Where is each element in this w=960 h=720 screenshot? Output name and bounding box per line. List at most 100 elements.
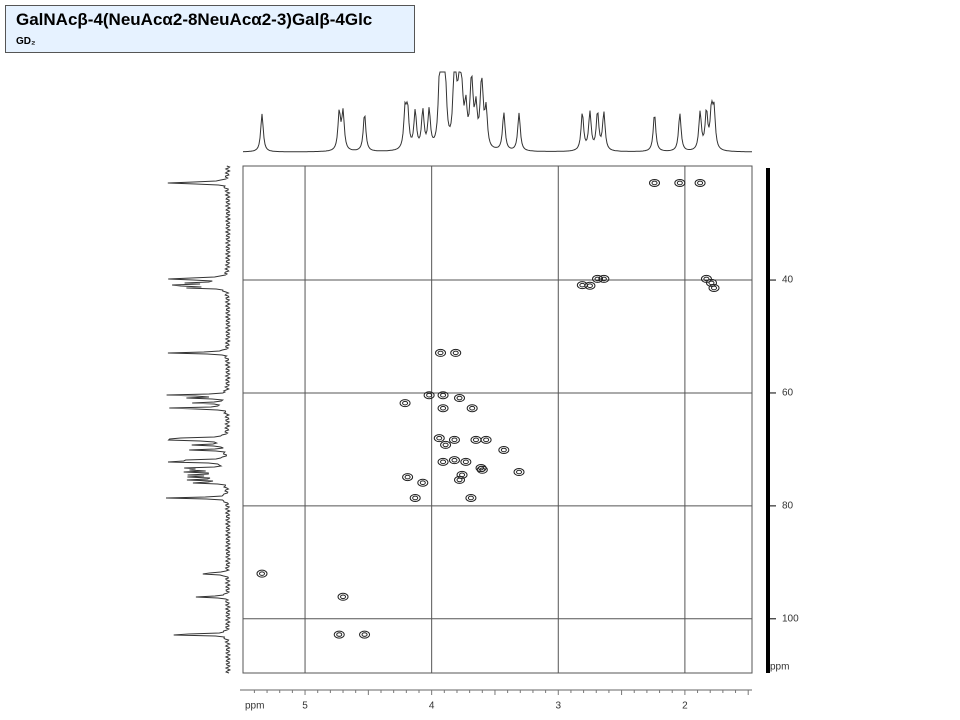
contour-inner	[452, 350, 459, 356]
contour-outer	[498, 445, 510, 454]
contour-outer	[409, 493, 421, 502]
contour-outer	[480, 435, 492, 444]
contour-outer	[456, 470, 468, 479]
cross-peak	[402, 473, 414, 482]
contour-outer	[437, 404, 449, 413]
contour-outer	[417, 478, 429, 487]
contour-inner	[697, 180, 704, 186]
cross-peak	[448, 435, 460, 444]
contour-outer	[433, 434, 445, 443]
contour-outer	[333, 630, 345, 639]
contour-outer	[402, 473, 414, 482]
contour-outer	[598, 274, 610, 283]
contour-inner	[442, 442, 449, 448]
top-projection	[242, 71, 752, 153]
contour-inner	[440, 459, 447, 465]
cross-peak	[333, 630, 345, 639]
cross-peak	[437, 404, 449, 413]
contour-outer	[584, 281, 596, 290]
contour-inner	[472, 437, 479, 443]
cross-peak	[460, 457, 472, 466]
contour-outer	[708, 283, 720, 292]
contour-outer	[399, 399, 411, 408]
contour-inner	[703, 276, 710, 282]
contour-outer	[450, 348, 462, 357]
contour-inner	[340, 594, 347, 600]
cross-peak	[476, 465, 488, 474]
contour-inner	[500, 447, 507, 453]
contour-inner	[404, 474, 411, 480]
contour-inner	[467, 495, 474, 501]
contour-outer	[465, 493, 477, 502]
cross-peak	[359, 630, 371, 639]
cross-peak	[454, 475, 466, 484]
y-tick-label: 40	[782, 275, 794, 286]
contour-inner	[711, 285, 718, 291]
contour-inner	[412, 495, 419, 501]
cross-peak	[466, 404, 478, 413]
contour-outer	[435, 348, 447, 357]
contour-outer	[437, 391, 449, 400]
cross-peak	[465, 493, 477, 502]
cross-peak	[592, 274, 604, 283]
contour-outer	[694, 178, 706, 187]
cross-peak	[437, 457, 449, 466]
y-tick-label: 100	[782, 613, 799, 624]
contour-inner	[651, 180, 658, 186]
contour-outer	[423, 391, 435, 400]
contour-inner	[419, 480, 426, 486]
contour-inner	[451, 457, 458, 463]
contour-inner	[361, 632, 368, 637]
cross-peak	[399, 399, 411, 408]
contour-outer	[448, 456, 460, 465]
cross-peak	[456, 470, 468, 479]
cross-peak	[337, 592, 349, 601]
contour-inner	[676, 180, 683, 186]
contour-inner	[516, 469, 523, 475]
x-tick-label: 3	[555, 701, 561, 712]
contour-outer	[454, 475, 466, 484]
chart-subtitle: GD₂	[16, 36, 36, 47]
contour-inner	[456, 477, 463, 483]
contour-inner	[451, 437, 458, 443]
cross-peak	[649, 178, 661, 187]
y-tick-label: 80	[782, 501, 794, 512]
cross-peak	[498, 445, 510, 454]
contour-outer	[705, 278, 717, 287]
cross-peak	[440, 440, 452, 449]
cross-peak	[423, 391, 435, 400]
contour-outer	[448, 435, 460, 444]
contour-outer	[256, 569, 268, 578]
cross-peak	[584, 281, 596, 290]
contour-inner	[600, 276, 607, 282]
cross-peak	[417, 478, 429, 487]
contour-inner	[479, 467, 486, 473]
cross-peak	[694, 178, 706, 187]
cross-peak	[598, 274, 610, 283]
contour-inner	[402, 400, 409, 406]
contour-inner	[258, 571, 265, 576]
contour-outer	[476, 465, 488, 474]
chart-title: GalNAcβ-4(NeuAcα2-8NeuAcα2-3)Galβ-4Glc	[16, 10, 373, 29]
contour-outer	[437, 457, 449, 466]
x-tick-label: 4	[429, 701, 435, 712]
contour-inner	[586, 283, 593, 288]
title-box: GalNAcβ-4(NeuAcα2-8NeuAcα2-3)Galβ-4Glc G…	[5, 5, 415, 53]
contour-inner	[456, 395, 463, 401]
left-projection	[165, 165, 232, 674]
contour-inner	[440, 392, 447, 398]
contour-inner	[462, 459, 469, 465]
contour-inner	[594, 276, 601, 282]
contour-outer	[454, 394, 466, 403]
contour-inner	[436, 435, 443, 441]
contour-outer	[513, 468, 525, 477]
cross-peak	[409, 493, 421, 502]
contour-outer	[337, 592, 349, 601]
plot-frame	[242, 165, 753, 674]
contour-outer	[466, 404, 478, 413]
cross-peak	[674, 178, 686, 187]
y-axis-label: ppm	[770, 662, 789, 673]
